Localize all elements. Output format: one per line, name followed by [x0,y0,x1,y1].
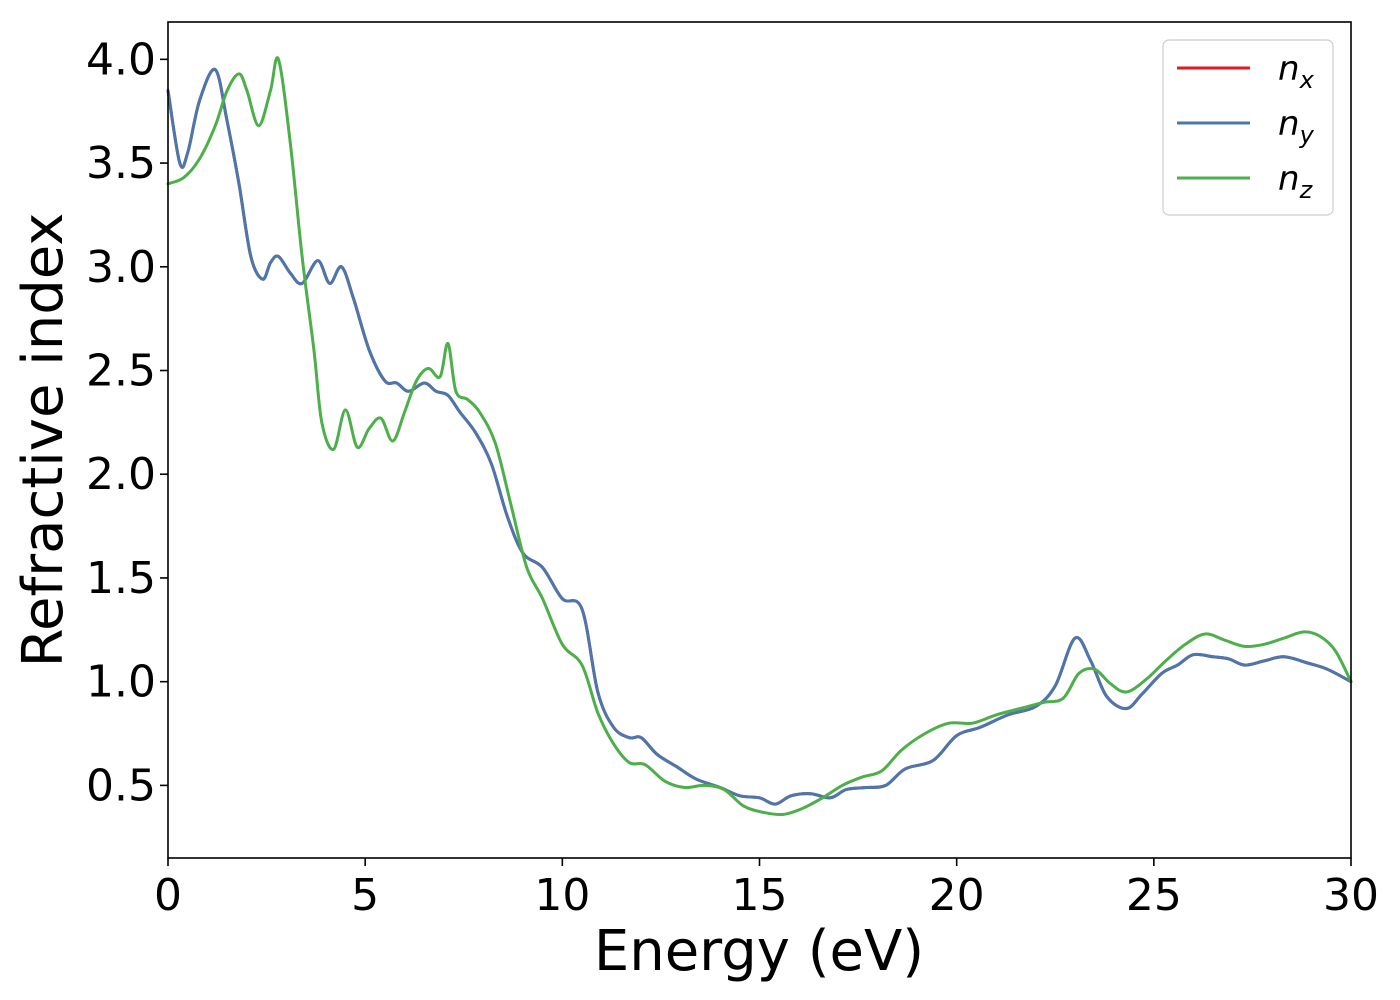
y-axis-ticks: 0.5 1.0 1.5 2.0 2.5 3.0 3.5 4.0 [86,34,168,811]
y-tick-label: 4.0 [86,34,156,85]
x-tick-label: 5 [351,870,379,921]
y-tick-label: 3.5 [86,138,156,189]
x-axis-ticks: 0 5 10 15 20 25 30 [154,858,1379,921]
legend-label-base: n [1278,104,1300,144]
y-tick-label: 2.5 [86,346,156,397]
y-axis-label: Refractive index [11,213,76,668]
x-tick-label: 10 [534,870,590,921]
x-tick-label: 30 [1323,870,1379,921]
x-tick-label: 20 [929,870,985,921]
y-tick-label: 1.0 [86,657,156,708]
legend-box [1162,39,1334,216]
series-lines [166,56,1353,817]
series-line-n-y [166,67,1353,806]
x-tick-label: 15 [732,870,788,921]
legend-label-base: n [1278,49,1300,89]
y-tick-label: 2.0 [86,449,156,500]
legend-label-n-x: nx [1278,49,1315,94]
y-tick-label: 0.5 [86,760,156,811]
series-line-n-z [166,56,1353,817]
y-tick-label: 1.5 [86,553,156,604]
legend-label-n-z: nz [1278,159,1314,204]
legend-label-base: n [1278,159,1300,199]
y-tick-label: 3.0 [86,242,156,293]
legend-label-subscript: y [1299,121,1315,149]
legend-label-subscript: x [1299,66,1315,94]
x-tick-label: 0 [154,870,182,921]
legend-label-subscript: z [1299,176,1314,204]
x-axis-label: Energy (eV) [594,919,924,984]
legend-label-n-y: ny [1278,104,1315,149]
x-tick-label: 25 [1126,870,1182,921]
